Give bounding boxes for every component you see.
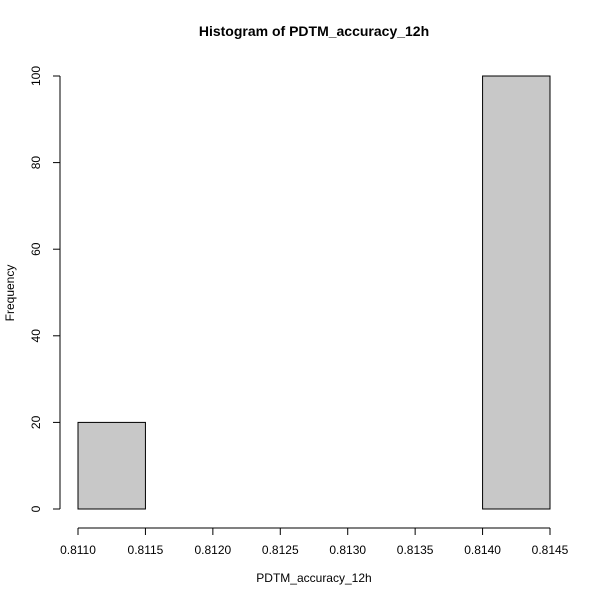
y-axis-label: Frequency	[3, 265, 17, 322]
x-tick-label: 0.8135	[397, 543, 434, 557]
histogram-bar-6	[482, 75, 551, 510]
x-axis: 0.8110 0.8115 0.8120 0.8125 0.8130 0.8135 0.81…	[60, 527, 569, 557]
x-tick-label: 0.8130	[329, 543, 366, 557]
bars-group	[77, 75, 551, 510]
chart-title: Histogram of PDTM_accuracy_12h	[199, 23, 429, 39]
y-tick-label: 0	[29, 505, 43, 512]
x-tick-label: 0.8145	[532, 543, 569, 557]
x-tick-label: 0.8115	[128, 543, 164, 557]
y-axis: 0 20 40 60 80 100	[29, 66, 61, 512]
y-tick-label: 80	[29, 156, 43, 170]
y-tick-label: 60	[29, 242, 43, 256]
x-axis-label: PDTM_accuracy_12h	[256, 571, 371, 585]
x-tick-label: 0.8125	[262, 543, 299, 557]
x-tick-label: 0.8140	[464, 543, 501, 557]
x-tick-label: 0.8120	[195, 543, 232, 557]
histogram-bar-0	[77, 421, 146, 510]
y-tick-label: 100	[29, 66, 43, 86]
x-tick-label: 0.8110	[60, 543, 96, 557]
y-tick-label: 40	[29, 329, 43, 343]
y-tick-label: 20	[29, 415, 43, 429]
